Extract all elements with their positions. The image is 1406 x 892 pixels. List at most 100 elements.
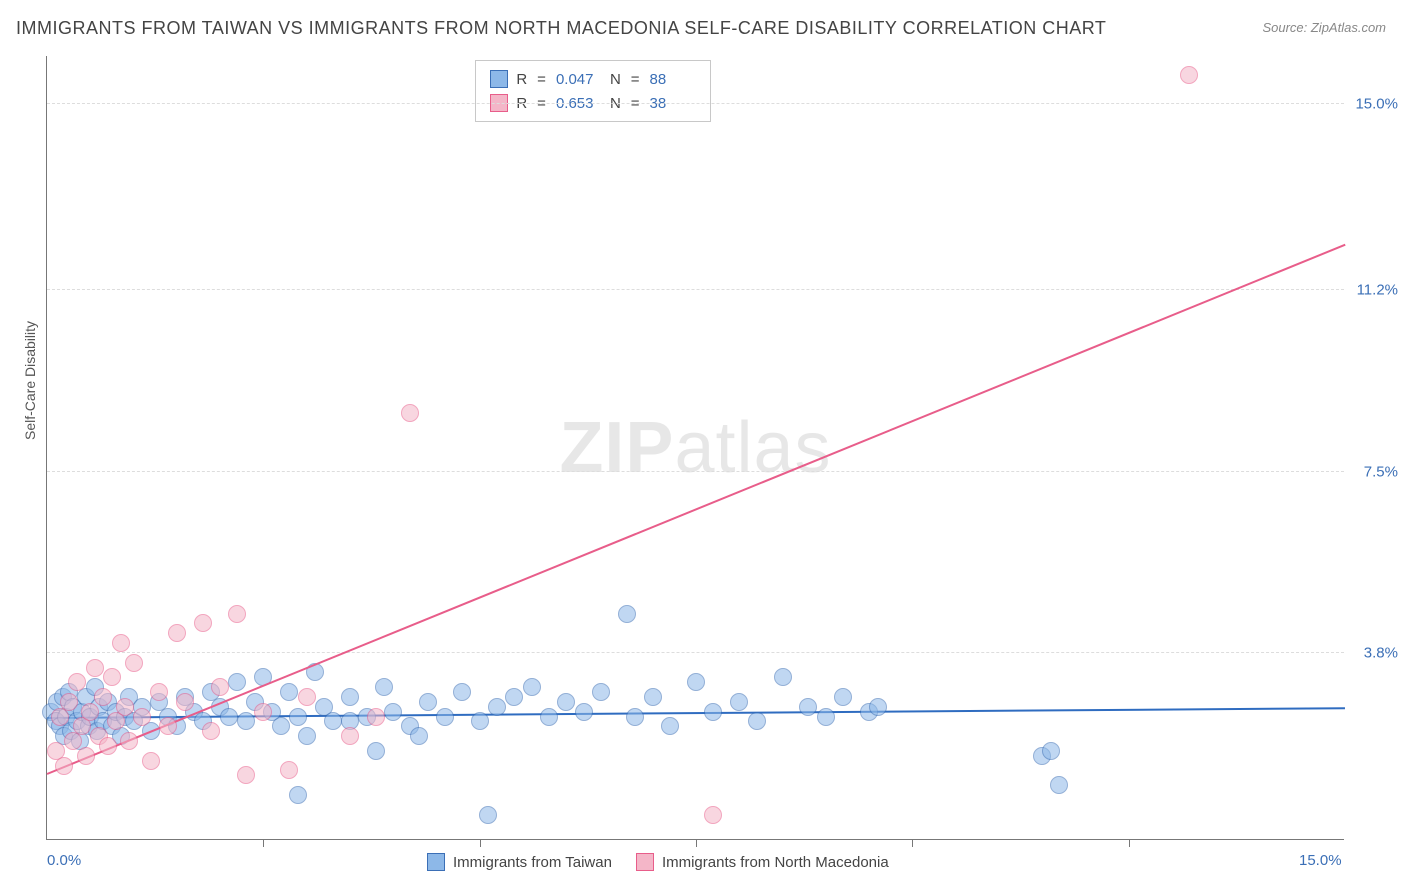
scatter-point (289, 708, 307, 726)
legend-swatch (427, 853, 445, 871)
scatter-point (575, 703, 593, 721)
scatter-point (453, 683, 471, 701)
scatter-point (523, 678, 541, 696)
scatter-point (341, 727, 359, 745)
x-tick-label: 0.0% (47, 852, 81, 869)
scatter-point (228, 605, 246, 623)
legend-row: R = 0.047 N = 88 (490, 67, 695, 91)
correlation-legend: R=0.047N=88R=0.653N=38 (475, 60, 710, 122)
scatter-point (120, 732, 138, 750)
scatter-point (644, 688, 662, 706)
equals-sign: = (631, 71, 640, 88)
scatter-point (488, 698, 506, 716)
series-legend: Immigrants from Taiwan Immigrants from No… (427, 853, 889, 871)
scatter-point (1042, 742, 1060, 760)
scatter-point (341, 688, 359, 706)
legend-series-item: Immigrants from Taiwan (427, 853, 612, 871)
scatter-point (869, 698, 887, 716)
legend-r-label: R (516, 71, 527, 88)
scatter-point (540, 708, 558, 726)
scatter-point (367, 742, 385, 760)
gridline-horizontal (47, 471, 1344, 472)
gridline-horizontal (47, 652, 1344, 653)
scatter-point (103, 668, 121, 686)
scatter-point (254, 703, 272, 721)
scatter-point (479, 806, 497, 824)
scatter-point (116, 698, 134, 716)
legend-r-value: 0.047 (556, 71, 602, 88)
scatter-point (557, 693, 575, 711)
trend-line (47, 244, 1346, 775)
scatter-point (112, 634, 130, 652)
scatter-point (1050, 776, 1068, 794)
scatter-point (367, 708, 385, 726)
scatter-point (419, 693, 437, 711)
scatter-point (94, 688, 112, 706)
scatter-point (384, 703, 402, 721)
scatter-point (704, 703, 722, 721)
scatter-point (220, 708, 238, 726)
scatter-point (237, 712, 255, 730)
x-tick (1129, 839, 1130, 847)
scatter-point (298, 727, 316, 745)
scatter-point (748, 712, 766, 730)
x-tick (263, 839, 264, 847)
scatter-point (626, 708, 644, 726)
scatter-point (60, 693, 78, 711)
scatter-point (142, 752, 160, 770)
scatter-point (774, 668, 792, 686)
y-tick-label: 15.0% (1355, 96, 1398, 113)
gridline-horizontal (47, 103, 1344, 104)
scatter-point (410, 727, 428, 745)
legend-series-label: Immigrants from North Macedonia (662, 854, 889, 871)
scatter-point (228, 673, 246, 691)
scatter-point (202, 722, 220, 740)
scatter-point (211, 678, 229, 696)
scatter-point (86, 659, 104, 677)
scatter-point (375, 678, 393, 696)
scatter-point (280, 683, 298, 701)
y-tick-label: 7.5% (1364, 463, 1398, 480)
scatter-point (194, 614, 212, 632)
scatter-point (471, 712, 489, 730)
scatter-point (55, 757, 73, 775)
watermark: ZIPatlas (559, 407, 831, 489)
x-tick (912, 839, 913, 847)
scatter-point (133, 708, 151, 726)
scatter-point (99, 737, 117, 755)
scatter-point (618, 605, 636, 623)
equals-sign: = (537, 71, 546, 88)
scatter-point (280, 761, 298, 779)
legend-series-item: Immigrants from North Macedonia (636, 853, 889, 871)
scatter-point (68, 673, 86, 691)
y-axis-label: Self-Care Disability (22, 321, 38, 440)
scatter-point (237, 766, 255, 784)
scatter-point (77, 747, 95, 765)
legend-n-label: N (610, 71, 621, 88)
x-tick-label: 15.0% (1299, 852, 1342, 869)
chart-title: IMMIGRANTS FROM TAIWAN VS IMMIGRANTS FRO… (16, 18, 1106, 39)
gridline-horizontal (47, 289, 1344, 290)
x-tick (696, 839, 697, 847)
scatter-point (661, 717, 679, 735)
scatter-point (324, 712, 342, 730)
y-tick-label: 3.8% (1364, 644, 1398, 661)
legend-swatch (636, 853, 654, 871)
scatter-point (150, 683, 168, 701)
legend-n-value: 88 (650, 71, 696, 88)
scatter-plot-area: ZIPatlas R=0.047N=88R=0.653N=38 Immigran… (46, 56, 1344, 840)
scatter-point (704, 806, 722, 824)
scatter-point (176, 693, 194, 711)
scatter-point (289, 786, 307, 804)
scatter-point (1180, 66, 1198, 84)
scatter-point (298, 688, 316, 706)
y-tick-label: 11.2% (1357, 282, 1398, 299)
x-tick (480, 839, 481, 847)
scatter-point (272, 717, 290, 735)
scatter-point (401, 404, 419, 422)
scatter-point (817, 708, 835, 726)
scatter-point (436, 708, 454, 726)
scatter-point (159, 717, 177, 735)
scatter-point (81, 703, 99, 721)
legend-swatch (490, 70, 508, 88)
